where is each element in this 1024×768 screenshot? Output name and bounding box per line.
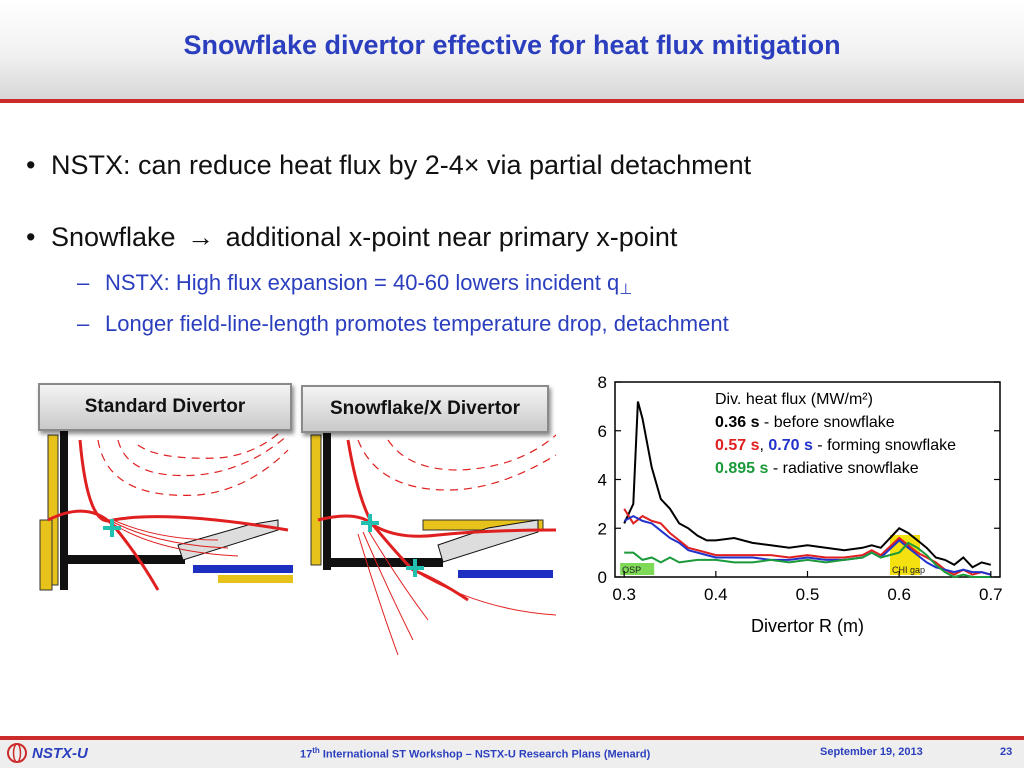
y-tick-label: 8 bbox=[598, 373, 607, 392]
annotation-label: CHI gap bbox=[892, 565, 925, 575]
bullet-text-continued: additional x-point near primary x-point bbox=[225, 222, 678, 252]
legend-text: 0.36 s bbox=[715, 414, 760, 431]
conf-ordinal-suffix: th bbox=[312, 746, 320, 755]
x-tick-label: 0.6 bbox=[887, 585, 911, 604]
legend-entry: 0.36 s - before snowflake bbox=[715, 414, 895, 431]
subbullet-flux-expansion: – NSTX: High flux expansion = 40-60 lower… bbox=[77, 270, 632, 298]
nstx-logo: NSTX-U bbox=[6, 742, 88, 764]
legend-text: - radiative snowflake bbox=[768, 460, 918, 477]
y-tick-label: 2 bbox=[598, 519, 607, 538]
legend-text: 0.70 s bbox=[768, 437, 813, 454]
bullet-text: Snowflake bbox=[51, 222, 176, 252]
bullet-dot: • bbox=[26, 222, 36, 252]
bullet-dot: • bbox=[26, 150, 36, 180]
legend-text: - before snowflake bbox=[759, 414, 894, 431]
heat-flux-chart: OSP CHI gap 0.3 0.4 0.5 0.6 0.7 0 2 4 6 8 Divertor R… bbox=[598, 373, 1003, 636]
logo-text: NSTX-U bbox=[32, 744, 88, 762]
x-tick-label: 0.5 bbox=[796, 585, 820, 604]
footer-divider bbox=[0, 736, 1024, 740]
subbullet-dash: – bbox=[77, 311, 90, 336]
series-line-2 bbox=[623, 514, 992, 576]
snowflake-divertor-label: Snowflake/X Divertor bbox=[301, 385, 549, 433]
y-tick-label: 4 bbox=[598, 471, 607, 490]
footer-date: September 19, 2013 bbox=[820, 746, 923, 758]
slide-title: Snowflake divertor effective for heat fl… bbox=[183, 30, 841, 60]
plot-frame bbox=[614, 381, 1001, 578]
legend-text: 0.57 s bbox=[715, 437, 760, 454]
legend-text: - forming snowflake bbox=[813, 437, 956, 454]
bullet-nstx: • NSTX: can reduce heat flux by 2-4× via … bbox=[26, 150, 751, 181]
subbullet-field-line: – Longer field-line-length promotes tempe… bbox=[77, 311, 729, 337]
subbullet-text: NSTX: High flux expansion = 40-60 lowers… bbox=[105, 270, 620, 295]
y-tick-label: 6 bbox=[598, 422, 607, 441]
x-tick-label: 0.3 bbox=[612, 585, 636, 604]
annotation-box bbox=[620, 563, 655, 575]
nstx-emblem-icon bbox=[7, 743, 27, 763]
page-number: 23 bbox=[1000, 746, 1013, 758]
x-tick-label: 0.7 bbox=[979, 585, 1003, 604]
arrow-icon: → bbox=[187, 222, 215, 252]
conf-text: International ST Workshop – NSTX-U Resea… bbox=[319, 748, 651, 761]
header-divider bbox=[0, 99, 1024, 103]
series-line-3 bbox=[624, 541, 991, 579]
x-tick-label: 0.4 bbox=[704, 585, 728, 604]
slide-footer bbox=[0, 740, 1024, 768]
series-line-0 bbox=[623, 401, 992, 569]
standard-divertor-image bbox=[39, 424, 293, 591]
perp-subscript: ⊥ bbox=[619, 281, 633, 298]
x-axis-label: Divertor R (m) bbox=[751, 616, 864, 636]
subbullet-dash: – bbox=[77, 270, 90, 295]
conf-ordinal: 17 bbox=[300, 748, 313, 761]
bullet-text: NSTX: can reduce heat flux by 2-4× via p… bbox=[51, 150, 752, 180]
y-tick-label: 0 bbox=[598, 568, 607, 587]
footer-conference: 17th International ST Workshop – NSTX-U … bbox=[300, 746, 650, 761]
legend-entry: 0.895 s - radiative snowflake bbox=[715, 460, 919, 477]
legend-text: 0.895 s bbox=[715, 460, 768, 477]
annotation-label: OSP bbox=[622, 565, 641, 575]
slide-header bbox=[0, 0, 1024, 99]
legend-entry: 0.57 s, 0.70 s - forming snowflake bbox=[715, 437, 956, 454]
chart-title: Div. heat flux (MW/m²) bbox=[715, 391, 873, 408]
legend-text: , bbox=[759, 437, 768, 454]
subbullet-text: Longer field-line-length promotes temper… bbox=[105, 311, 729, 336]
bullet-snowflake: • Snowflake → additional x-point near pri… bbox=[26, 222, 677, 253]
standard-divertor-label: Standard Divertor bbox=[38, 383, 292, 431]
snowflake-divertor-image bbox=[310, 430, 556, 656]
